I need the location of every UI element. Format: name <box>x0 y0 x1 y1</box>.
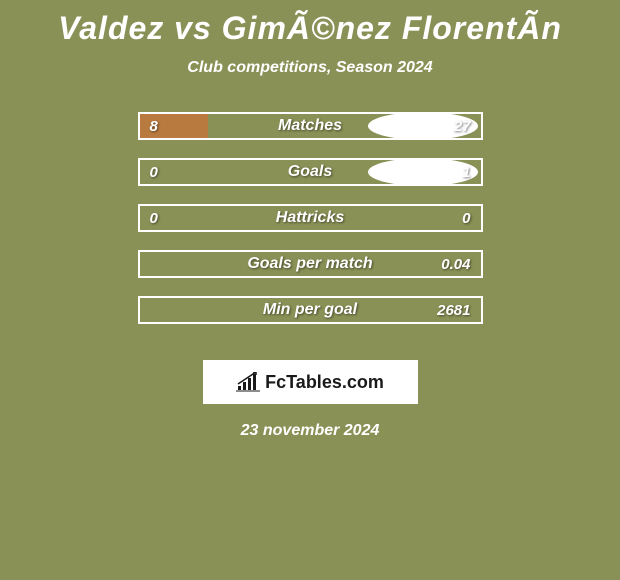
stat-row: Min per goal 2681 <box>138 296 483 324</box>
stat-bar: 0 Hattricks 0 <box>138 204 483 232</box>
logo-text: FcTables.com <box>265 372 384 393</box>
stat-row: Goals per match 0.04 <box>138 250 483 278</box>
stat-value-right: 0.04 <box>441 256 470 273</box>
stat-bar: Goals per match 0.04 <box>138 250 483 278</box>
date-text: 23 november 2024 <box>241 422 380 440</box>
logo-box[interactable]: FcTables.com <box>203 360 418 404</box>
stat-label: Matches <box>278 117 342 135</box>
stat-value-right: 2681 <box>437 302 470 319</box>
page-title: Valdez vs GimÃ©nez FlorentÃ­n <box>58 10 562 47</box>
stat-bar: Min per goal 2681 <box>138 296 483 324</box>
player-right-ellipse <box>368 158 478 186</box>
chart-icon <box>236 372 260 392</box>
stats-area: 8 Matches 27 0 Goals 1 0 Hattricks 0 Goals per ma… <box>138 112 483 342</box>
stat-row: 0 Hattricks 0 <box>138 204 483 232</box>
stat-label: Goals <box>288 163 332 181</box>
stat-value-left: 0 <box>150 210 158 227</box>
stat-value-left: 8 <box>150 118 158 135</box>
stat-label: Min per goal <box>263 301 357 319</box>
stat-value-left: 0 <box>150 164 158 181</box>
stat-label: Goals per match <box>247 255 372 273</box>
stat-value-right: 27 <box>454 118 471 135</box>
stat-row: 8 Matches 27 <box>138 112 483 140</box>
stat-label: Hattricks <box>276 209 344 227</box>
stat-value-right: 0 <box>462 210 470 227</box>
logo-content: FcTables.com <box>236 372 384 393</box>
stat-value-right: 1 <box>462 164 470 181</box>
stat-row: 0 Goals 1 <box>138 158 483 186</box>
page-subtitle: Club competitions, Season 2024 <box>187 59 432 77</box>
main-container: Valdez vs GimÃ©nez FlorentÃ­n Club compe… <box>0 0 620 450</box>
